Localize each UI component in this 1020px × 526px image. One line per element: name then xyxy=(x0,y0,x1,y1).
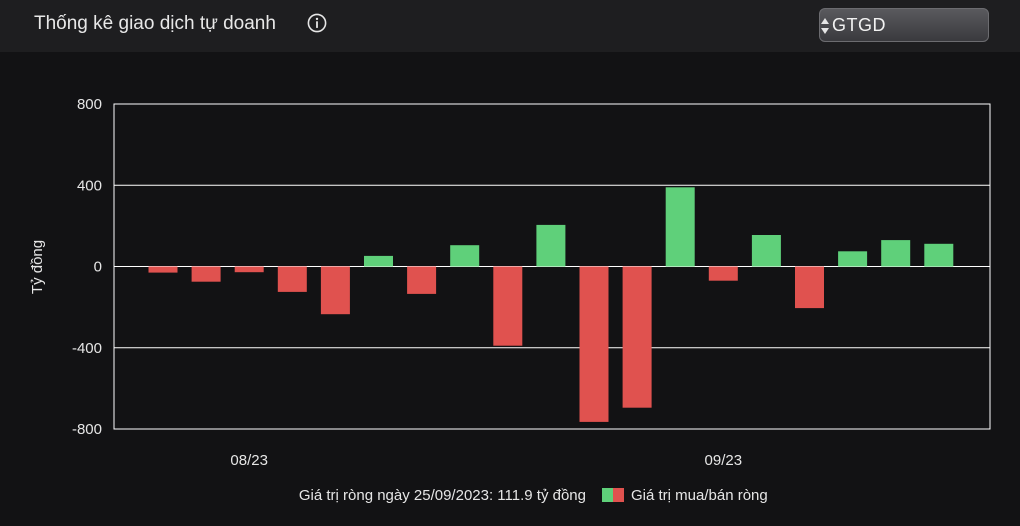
metric-select[interactable]: GTGD xyxy=(819,8,989,42)
page-title: Thống kê giao dịch tự doanh xyxy=(34,13,276,34)
select-arrows-icon xyxy=(821,18,829,34)
bar[interactable] xyxy=(838,251,868,267)
y-axis-label: Tỷ đồng xyxy=(29,240,46,294)
legend-swatch-positive xyxy=(602,488,613,502)
bar[interactable] xyxy=(277,266,307,292)
bar[interactable] xyxy=(191,266,221,282)
bars xyxy=(148,187,954,422)
legend-label: Giá trị mua/bán ròng xyxy=(631,487,768,504)
header-bar: Thống kê giao dịch tự doanh GTGD xyxy=(0,0,1020,52)
x-tick-label: 08/23 xyxy=(230,452,268,469)
bar[interactable] xyxy=(320,266,350,315)
y-tick-label: 800 xyxy=(77,96,102,113)
info-icon[interactable] xyxy=(307,13,327,33)
bar[interactable] xyxy=(148,266,178,273)
y-tick-label: 0 xyxy=(94,259,102,276)
legend-swatch-negative xyxy=(613,488,624,502)
legend[interactable]: Giá trị mua/bán ròng xyxy=(602,487,768,504)
y-tick-label: -400 xyxy=(72,340,102,357)
x-tick-label: 09/23 xyxy=(705,452,743,469)
bar[interactable] xyxy=(665,187,695,267)
bar[interactable] xyxy=(622,266,652,408)
x-tick-labels: 08/23 09/23 xyxy=(230,452,742,469)
bar[interactable] xyxy=(579,266,609,422)
metric-select-value: GTGD xyxy=(832,15,886,35)
bar[interactable] xyxy=(536,224,566,267)
footer-note: Giá trị ròng ngày 25/09/2023: 111.9 tỷ đ… xyxy=(299,487,586,504)
bar[interactable] xyxy=(708,266,738,281)
bar[interactable] xyxy=(751,235,781,267)
y-tick-labels: 800 400 0 -400 -800 xyxy=(72,96,102,438)
bar[interactable] xyxy=(493,266,523,346)
bar[interactable] xyxy=(924,243,954,267)
bar[interactable] xyxy=(234,266,264,273)
y-tick-label: -800 xyxy=(72,421,102,438)
bar[interactable] xyxy=(881,240,911,267)
bar[interactable] xyxy=(795,266,824,309)
bar[interactable] xyxy=(407,266,437,294)
y-tick-label: 400 xyxy=(77,177,102,194)
bar[interactable] xyxy=(450,245,480,267)
bar[interactable] xyxy=(364,255,393,267)
